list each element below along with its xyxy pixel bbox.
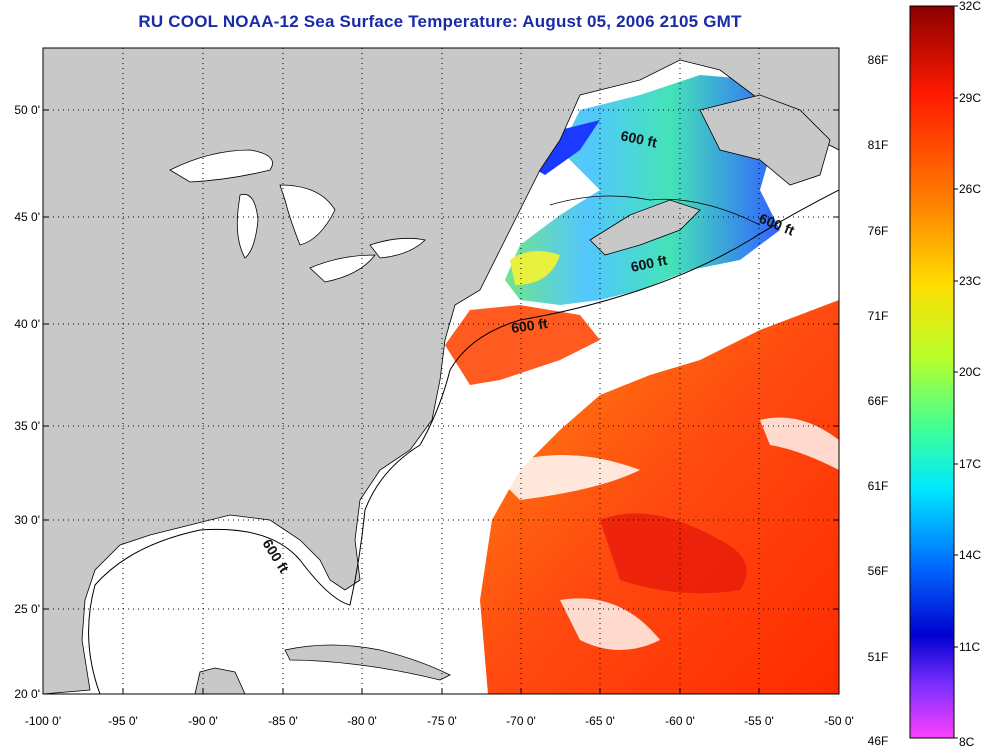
lon-label: -85 0'	[268, 714, 298, 728]
contour-label-mid-atlantic: 600 ft	[510, 315, 549, 336]
cloud-streak-3	[760, 417, 839, 470]
contour-600ft-inner	[549, 195, 761, 226]
colorbar-c-label: 26C	[959, 182, 981, 196]
contour-label-newfoundland: 600 ft	[619, 127, 658, 150]
colorbar-ticks	[954, 5, 958, 739]
cloud-streak-2	[560, 598, 660, 650]
colorbar-c-label: 14C	[959, 548, 981, 562]
colorbar-c-label: 29C	[959, 91, 981, 105]
lake-huron	[279, 184, 336, 246]
contour-label-scotian: 600 ft	[629, 252, 668, 275]
colorbar-c-label: 17C	[959, 457, 981, 471]
lon-label: -95 0'	[108, 714, 138, 728]
lon-label: -100 0'	[25, 714, 61, 728]
lon-label: -75 0'	[427, 714, 457, 728]
yellow-patch	[510, 251, 560, 285]
yucatan-land	[194, 667, 246, 694]
lon-label: -90 0'	[188, 714, 218, 728]
lat-label: 30 0'	[14, 513, 40, 527]
colorbar-c-label: 23C	[959, 274, 981, 288]
hot-core	[600, 513, 747, 594]
lat-label: 25 0'	[14, 602, 40, 616]
lon-label: -65 0'	[585, 714, 615, 728]
map-frame	[42, 47, 840, 695]
lake-ontario	[369, 237, 426, 259]
colorbar-c-label: 11C	[959, 640, 980, 654]
colorbar-c-label: 32C	[959, 0, 981, 13]
sst-map: 600 ft 600 ft 600 ft 600 ft 600 ft 50 0'…	[14, 47, 854, 728]
lat-label: 45 0'	[14, 210, 40, 224]
colorbar-c-label: 8C	[959, 735, 975, 749]
lat-label: 50 0'	[14, 103, 40, 117]
lon-label: -70 0'	[506, 714, 536, 728]
nova-scotia-land	[589, 199, 701, 256]
contour-600ft	[88, 189, 839, 694]
lake-michigan	[236, 193, 259, 259]
lon-label: -50 0'	[824, 714, 854, 728]
lake-superior	[169, 149, 273, 183]
celsius-labels: 32C 29C 26C 23C 20C 17C 14C 11C 8C	[959, 0, 981, 749]
lon-label: -80 0'	[347, 714, 377, 728]
cuba-land	[284, 644, 451, 681]
cloud-streak-1	[490, 455, 640, 500]
lat-label: 20 0'	[14, 687, 40, 701]
colorbar-c-label: 20C	[959, 365, 981, 379]
axis-ticks	[43, 109, 839, 694]
warm-sst-region	[480, 300, 839, 694]
lake-erie	[309, 254, 376, 283]
colorbar-ramp	[909, 5, 955, 739]
lat-label: 35 0'	[14, 419, 40, 433]
lat-label: 40 0'	[14, 317, 40, 331]
newfoundland-land	[699, 94, 831, 186]
map-title: RU COOL NOAA-12 Sea Surface Temperature:…	[138, 12, 742, 31]
lon-label: -55 0'	[744, 714, 774, 728]
warm-patch-mid-atlantic	[445, 305, 600, 385]
lon-label: -60 0'	[665, 714, 695, 728]
